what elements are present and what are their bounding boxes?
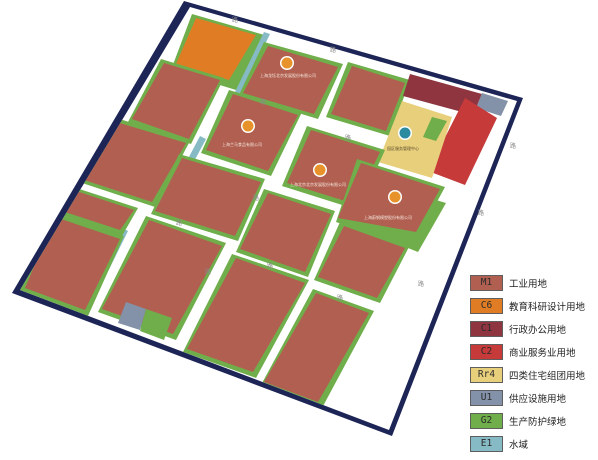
marker-company2[interactable] xyxy=(241,119,255,133)
legend-label: 生产防护绿地 xyxy=(509,417,567,428)
legend-label: 工业用地 xyxy=(509,279,548,290)
road-label: 路 xyxy=(253,194,259,202)
label-company1: 上海龙钰北京发展股份有限公司 xyxy=(260,72,316,78)
parcel-block-e1 xyxy=(183,254,309,378)
road-label: 路 xyxy=(267,262,273,270)
parcel-block-b2 xyxy=(201,90,302,176)
parcel-block-c1 xyxy=(151,154,265,241)
parcel-block-d0 xyxy=(58,186,138,236)
marker-service-center[interactable] xyxy=(398,126,412,140)
parcel-block-a2 xyxy=(239,42,343,119)
green-strip-b4 xyxy=(408,200,446,252)
green-patch-bottom xyxy=(140,309,172,340)
road-label: 路 xyxy=(205,268,211,276)
legend-item-rr4: Rr4 四类住宅组团用地 xyxy=(470,367,595,384)
legend-item-c1: C1 行政办公用地 xyxy=(470,321,595,338)
label-company4: 上海蔚钢模塑股份有限公司 xyxy=(364,214,412,220)
road-label: 路 xyxy=(345,134,351,142)
green-patch-rr4 xyxy=(423,117,447,141)
water-strip-upper xyxy=(234,32,270,96)
parcel-c2 xyxy=(428,98,497,185)
road-label: 路 xyxy=(337,294,343,302)
legend-swatch: U1 xyxy=(470,390,503,406)
legend-label: 教育科研设计用地 xyxy=(509,302,586,313)
legend-label: 供应设施用地 xyxy=(509,394,567,405)
road-label: 路 xyxy=(510,142,516,150)
legend-item-u1: U1 供应设施用地 xyxy=(470,390,595,407)
legend-item-c2: C2 商业服务业用地 xyxy=(470,344,595,361)
road-label: 路 xyxy=(418,280,424,288)
label-company2: 上海兰马食品有限公司 xyxy=(222,141,262,147)
legend-swatch: M1 xyxy=(470,275,503,291)
road-label: 路 xyxy=(176,219,182,227)
marker-company4[interactable] xyxy=(388,190,402,204)
parcel-block-c2 xyxy=(236,189,335,277)
legend-swatch: C2 xyxy=(470,344,503,360)
parcel-block-e2 xyxy=(261,289,374,408)
legend-label: 四类住宅组团用地 xyxy=(509,371,586,382)
marker-company3[interactable] xyxy=(313,163,327,177)
legend-item-g2: G2 生产防护绿地 xyxy=(470,413,595,430)
road-label: 路 xyxy=(260,98,266,106)
road-label: 路 xyxy=(232,16,238,24)
legend-swatch: E1 xyxy=(470,436,503,452)
legend-item-m1: M1 工业用地 xyxy=(470,275,595,292)
legend-item-c6: C6 教育科研设计用地 xyxy=(470,298,595,315)
parcel-block-a1 xyxy=(128,59,224,144)
label-service-center: 园区服务管理中心 xyxy=(387,145,419,151)
parcel-block-c3 xyxy=(314,222,410,303)
road-label: 路 xyxy=(330,46,336,54)
legend-label: 商业服务业用地 xyxy=(509,348,576,359)
legend-item-e1: E1 水域 xyxy=(470,436,595,453)
legend-swatch: C1 xyxy=(470,321,503,337)
parcel-c6-fill xyxy=(176,18,256,80)
marker-company1[interactable] xyxy=(280,56,294,70)
parcel-block-a3 xyxy=(326,62,410,136)
legend-swatch: C6 xyxy=(470,298,503,314)
road-label: 路 xyxy=(478,209,484,217)
parcel-u1-bottom xyxy=(118,302,146,330)
legend-swatch: Rr4 xyxy=(470,367,503,383)
label-company3: 上海北京北京发展股份有限公司 xyxy=(290,181,346,187)
legend-label: 水域 xyxy=(509,440,529,451)
legend-swatch: G2 xyxy=(470,413,503,429)
legend-label: 行政办公用地 xyxy=(509,325,567,336)
